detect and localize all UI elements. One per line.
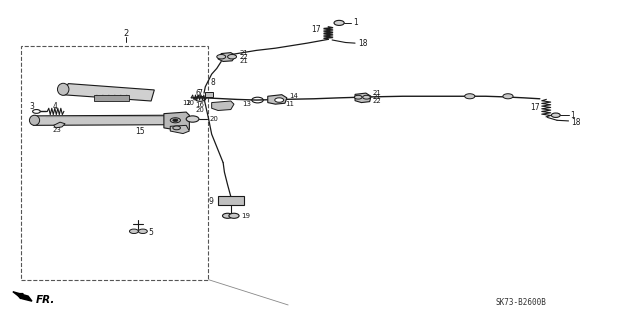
Circle shape [170, 118, 180, 123]
Text: 10: 10 [185, 100, 194, 106]
Text: 21: 21 [239, 50, 248, 56]
Text: 13: 13 [242, 101, 251, 107]
Circle shape [465, 94, 475, 99]
Text: 2: 2 [123, 28, 128, 38]
Text: 21: 21 [239, 58, 248, 64]
Text: 22: 22 [372, 98, 381, 104]
Text: 17: 17 [312, 25, 321, 34]
Text: 14: 14 [289, 93, 298, 99]
Text: SK73-B2600B: SK73-B2600B [495, 298, 546, 307]
Ellipse shape [29, 115, 40, 125]
Polygon shape [218, 53, 236, 62]
Polygon shape [13, 292, 32, 301]
Text: 18: 18 [572, 118, 581, 127]
Circle shape [228, 55, 237, 59]
Text: 7: 7 [197, 89, 202, 98]
Circle shape [186, 116, 199, 122]
Circle shape [138, 229, 147, 234]
Text: 4: 4 [53, 102, 58, 111]
Text: 15: 15 [135, 127, 145, 136]
Polygon shape [355, 93, 371, 103]
Text: 22: 22 [239, 54, 248, 60]
Text: 3: 3 [29, 102, 35, 111]
Bar [20, 46, 209, 280]
Text: 20: 20 [209, 116, 218, 122]
Text: 6: 6 [195, 89, 200, 98]
Circle shape [334, 20, 344, 26]
Text: 1: 1 [570, 111, 575, 120]
Circle shape [173, 126, 180, 130]
Polygon shape [33, 115, 170, 125]
Text: 5: 5 [148, 228, 153, 237]
Text: 16: 16 [195, 102, 204, 108]
Circle shape [33, 109, 40, 113]
Circle shape [363, 95, 371, 99]
Text: 18: 18 [358, 39, 368, 48]
Ellipse shape [58, 83, 69, 95]
Text: 9: 9 [208, 197, 213, 206]
Circle shape [551, 113, 560, 117]
Text: 20: 20 [195, 107, 204, 113]
Circle shape [355, 95, 362, 99]
Text: FR.: FR. [36, 295, 55, 305]
Text: 21: 21 [372, 94, 381, 100]
Circle shape [223, 213, 233, 218]
Circle shape [173, 119, 178, 122]
Text: 11: 11 [285, 100, 294, 107]
Circle shape [129, 229, 138, 234]
Text: 23: 23 [52, 127, 61, 133]
Text: 21: 21 [372, 90, 381, 96]
Text: 17: 17 [530, 103, 540, 112]
Circle shape [229, 213, 239, 218]
Polygon shape [268, 95, 287, 104]
Text: 8: 8 [211, 78, 215, 86]
Polygon shape [54, 122, 65, 128]
Polygon shape [164, 112, 189, 131]
Bar [205, 93, 213, 97]
Circle shape [217, 55, 226, 59]
Polygon shape [170, 125, 189, 134]
Circle shape [275, 98, 284, 102]
Polygon shape [212, 101, 234, 110]
Polygon shape [62, 84, 154, 101]
Text: 19: 19 [241, 213, 250, 219]
Bar [94, 95, 129, 101]
Bar [218, 197, 244, 205]
Text: 1: 1 [353, 19, 358, 27]
Text: 12: 12 [182, 100, 191, 106]
Circle shape [503, 94, 513, 99]
